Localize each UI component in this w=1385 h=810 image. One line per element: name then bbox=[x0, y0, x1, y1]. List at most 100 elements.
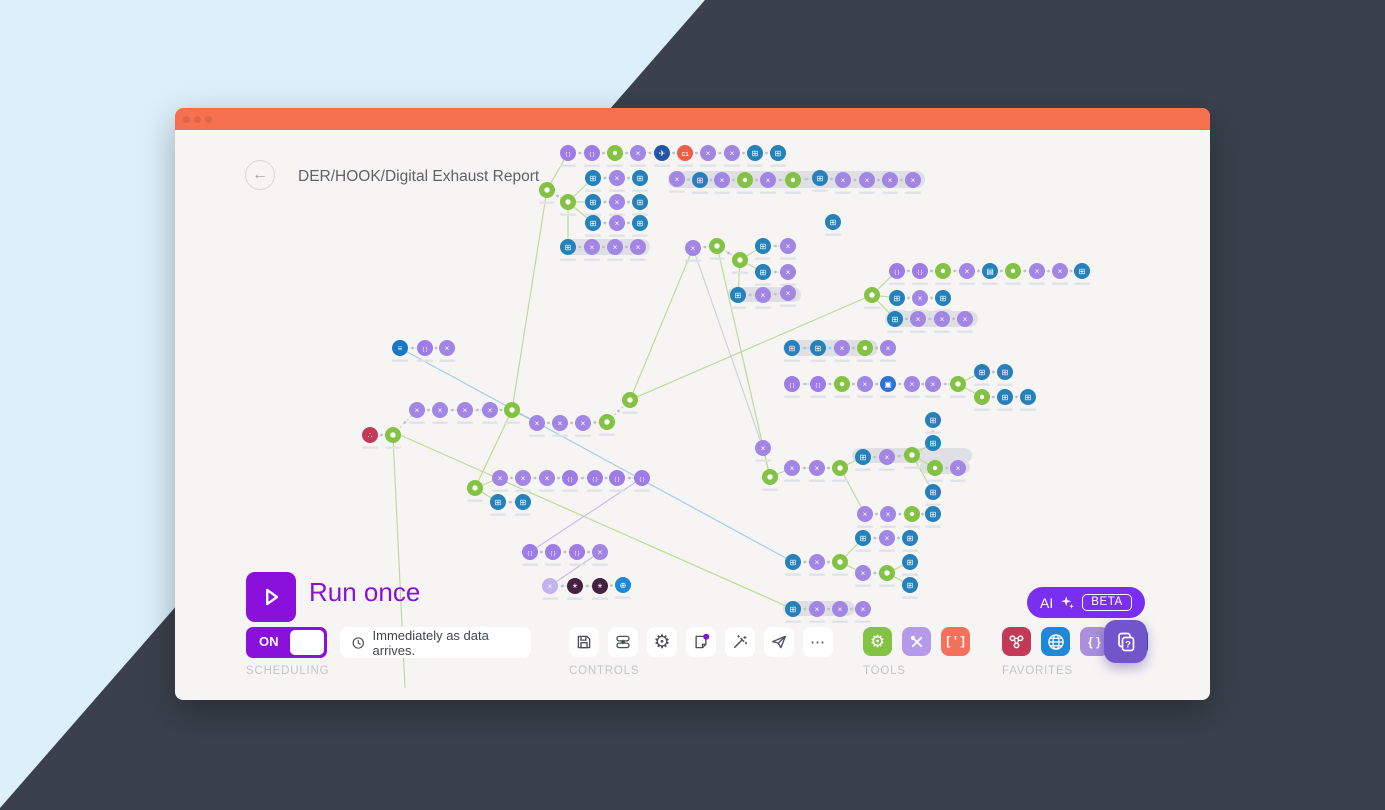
workflow-node[interactable] bbox=[857, 340, 873, 356]
workflow-node[interactable] bbox=[904, 506, 920, 522]
workflow-node[interactable] bbox=[545, 544, 561, 560]
schedule-interval-button[interactable]: Immediately as data arrives. bbox=[340, 627, 531, 658]
traffic-light-minimize-icon[interactable] bbox=[194, 116, 201, 123]
workflow-node[interactable] bbox=[812, 170, 828, 186]
workflow-node[interactable] bbox=[622, 392, 638, 408]
workflow-node[interactable] bbox=[760, 172, 776, 188]
workflow-node[interactable] bbox=[592, 578, 608, 594]
workflow-node[interactable] bbox=[780, 285, 796, 301]
run-once-button[interactable] bbox=[246, 572, 296, 622]
workflow-node[interactable] bbox=[925, 435, 941, 451]
help-floating-button[interactable]: ? bbox=[1104, 620, 1147, 663]
workflow-node[interactable] bbox=[457, 402, 473, 418]
workflow-node[interactable] bbox=[392, 340, 408, 356]
workflow-node[interactable] bbox=[974, 364, 990, 380]
workflow-node[interactable] bbox=[632, 194, 648, 210]
workflow-node[interactable] bbox=[592, 544, 608, 560]
workflow-node[interactable] bbox=[809, 460, 825, 476]
workflow-node[interactable] bbox=[784, 376, 800, 392]
workflow-node[interactable] bbox=[935, 290, 951, 306]
workflow-node[interactable] bbox=[882, 172, 898, 188]
crossed-tools-button[interactable] bbox=[902, 627, 931, 656]
workflow-node[interactable] bbox=[567, 578, 583, 594]
workflow-node[interactable] bbox=[584, 145, 600, 161]
workflow-node[interactable] bbox=[409, 402, 425, 418]
toggle-knob[interactable] bbox=[290, 630, 324, 655]
workflow-node[interactable] bbox=[730, 287, 746, 303]
workflow-node[interactable] bbox=[522, 544, 538, 560]
workflow-node[interactable] bbox=[1005, 263, 1021, 279]
workflow-node[interactable] bbox=[677, 145, 693, 161]
workflow-node[interactable] bbox=[864, 287, 880, 303]
workflow-node[interactable] bbox=[997, 389, 1013, 405]
workflow-node[interactable] bbox=[539, 182, 555, 198]
workflow-node[interactable] bbox=[889, 263, 905, 279]
workflow-node[interactable] bbox=[879, 565, 895, 581]
notes-button[interactable] bbox=[686, 627, 716, 657]
workflow-node[interactable] bbox=[529, 415, 545, 431]
workflow-node[interactable] bbox=[905, 172, 921, 188]
workflow-node[interactable] bbox=[904, 376, 920, 392]
workflow-node[interactable] bbox=[912, 263, 928, 279]
workflow-node[interactable] bbox=[902, 530, 918, 546]
workflow-node[interactable] bbox=[615, 577, 631, 593]
workflow-node[interactable] bbox=[784, 340, 800, 356]
workflow-node[interactable] bbox=[770, 145, 786, 161]
workflow-node[interactable] bbox=[632, 170, 648, 186]
workflow-node[interactable] bbox=[835, 172, 851, 188]
workflow-node[interactable] bbox=[417, 340, 433, 356]
workflow-node[interactable] bbox=[755, 264, 771, 280]
workflow-node[interactable] bbox=[902, 577, 918, 593]
workflow-node[interactable] bbox=[490, 494, 506, 510]
workflow-node[interactable] bbox=[785, 601, 801, 617]
workflow-node[interactable] bbox=[834, 340, 850, 356]
workflow-node[interactable] bbox=[747, 145, 763, 161]
align-modules-button[interactable] bbox=[608, 627, 638, 657]
workflow-node[interactable] bbox=[560, 194, 576, 210]
workflow-node[interactable] bbox=[634, 470, 650, 486]
more-options-button[interactable]: ⋯ bbox=[803, 627, 833, 657]
workflow-node[interactable] bbox=[832, 460, 848, 476]
workflow-node[interactable] bbox=[504, 402, 520, 418]
workflow-node[interactable] bbox=[785, 554, 801, 570]
workflow-node[interactable] bbox=[585, 170, 601, 186]
workflow-node[interactable] bbox=[780, 238, 796, 254]
workflow-node[interactable] bbox=[855, 565, 871, 581]
http-favorite-button[interactable] bbox=[1041, 627, 1070, 656]
workflow-node[interactable] bbox=[609, 470, 625, 486]
workflow-node[interactable] bbox=[810, 376, 826, 392]
settings-button[interactable]: ⚙ bbox=[647, 627, 677, 657]
workflow-node[interactable] bbox=[587, 470, 603, 486]
workflow-node[interactable] bbox=[982, 263, 998, 279]
workflow-node[interactable] bbox=[934, 311, 950, 327]
workflow-node[interactable] bbox=[855, 530, 871, 546]
workflow-node[interactable] bbox=[762, 469, 778, 485]
workflow-node[interactable] bbox=[809, 601, 825, 617]
workflow-node[interactable] bbox=[957, 311, 973, 327]
traffic-light-zoom-icon[interactable] bbox=[205, 116, 212, 123]
workflow-node[interactable] bbox=[925, 376, 941, 392]
workflow-node[interactable] bbox=[859, 172, 875, 188]
workflow-node[interactable] bbox=[785, 172, 801, 188]
workflow-node[interactable] bbox=[902, 554, 918, 570]
workflow-node[interactable] bbox=[857, 376, 873, 392]
workflow-node[interactable] bbox=[1052, 263, 1068, 279]
workflow-node[interactable] bbox=[784, 460, 800, 476]
workflow-node[interactable] bbox=[755, 238, 771, 254]
workflow-node[interactable] bbox=[755, 287, 771, 303]
workflow-node[interactable] bbox=[737, 172, 753, 188]
workflow-node[interactable] bbox=[755, 440, 771, 456]
workflow-node[interactable] bbox=[855, 601, 871, 617]
workflow-node[interactable] bbox=[780, 264, 796, 280]
workflow-node[interactable] bbox=[467, 480, 483, 496]
workflow-node[interactable] bbox=[492, 470, 508, 486]
workflow-node[interactable] bbox=[560, 239, 576, 255]
workflow-node[interactable] bbox=[889, 290, 905, 306]
workflow-node[interactable] bbox=[927, 460, 943, 476]
workflow-node[interactable] bbox=[974, 389, 990, 405]
magic-wand-button[interactable] bbox=[725, 627, 755, 657]
workflow-node[interactable] bbox=[542, 578, 558, 594]
autorun-button[interactable] bbox=[764, 627, 794, 657]
workflow-node[interactable] bbox=[997, 364, 1013, 380]
workflow-node[interactable] bbox=[904, 447, 920, 463]
